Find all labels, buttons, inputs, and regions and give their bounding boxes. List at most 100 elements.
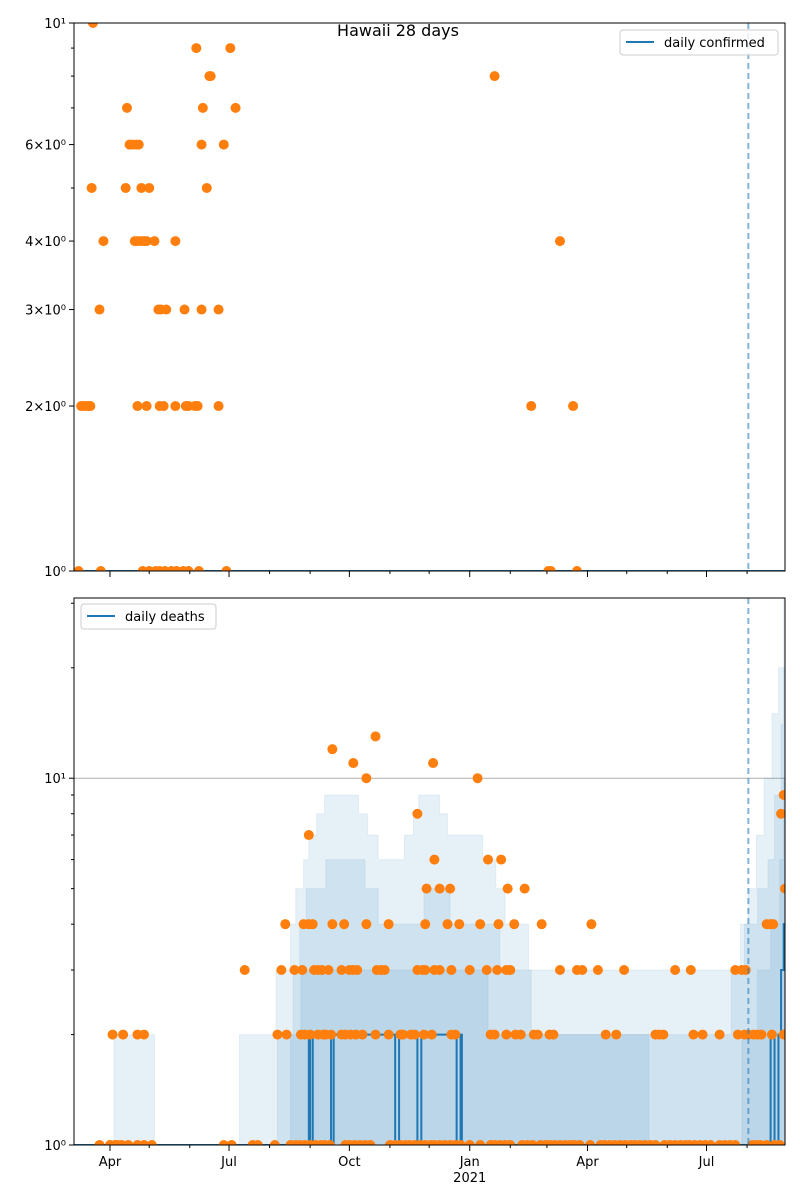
data-point [464, 1140, 475, 1145]
y-tick-label: 10¹ [44, 772, 66, 787]
data-point [428, 758, 439, 769]
y-tick-label: 10¹ [44, 17, 66, 32]
data-point [420, 965, 431, 976]
data-point [133, 139, 144, 150]
data-point [305, 1029, 316, 1040]
data-point [146, 1140, 157, 1145]
y-tick-label: 2×10⁰ [25, 400, 66, 415]
data-point [213, 304, 224, 315]
data-point [492, 965, 503, 976]
data-point [383, 1029, 394, 1040]
data-point [475, 1140, 486, 1145]
data-point [348, 758, 359, 769]
data-point [586, 919, 597, 930]
data-point [379, 965, 390, 976]
data-point [327, 744, 338, 755]
x-tick-label: Jan [459, 1155, 480, 1170]
data-point [611, 1029, 622, 1040]
data-point [272, 1029, 283, 1040]
data-point [132, 401, 143, 412]
data-point [94, 304, 105, 315]
data-point [489, 71, 500, 82]
data-point [658, 1029, 669, 1040]
data-point [269, 1140, 280, 1145]
data-point [141, 401, 152, 412]
data-point [98, 236, 109, 247]
data-point [774, 1140, 785, 1145]
data-point [554, 965, 565, 976]
data-point [420, 919, 431, 930]
data-point [197, 102, 208, 113]
data-point [756, 1029, 767, 1040]
data-point [201, 182, 212, 193]
data-point [509, 919, 520, 930]
data-point [571, 566, 582, 571]
data-point [361, 773, 372, 784]
data-point [600, 1029, 611, 1040]
data-point [446, 965, 457, 976]
data-point [138, 1140, 149, 1145]
data-point [136, 182, 147, 193]
y-tick-label: 3×10⁰ [25, 304, 66, 319]
data-point [123, 1140, 134, 1145]
data-point [585, 1140, 596, 1145]
data-point [324, 1140, 335, 1145]
x-tick-year-label: 2021 [453, 1171, 486, 1186]
data-point [574, 1140, 585, 1145]
data-point [761, 1140, 772, 1145]
data-point [475, 919, 486, 930]
data-point [445, 883, 456, 894]
data-point [74, 566, 84, 571]
data-point [307, 919, 318, 930]
data-point [221, 566, 232, 571]
y-tick-label: 10⁰ [44, 1139, 66, 1154]
data-point [398, 1029, 409, 1040]
data-point [515, 1029, 526, 1040]
data-point [149, 236, 160, 247]
x-tick-label: Jul [698, 1155, 715, 1170]
data-point [289, 965, 300, 976]
data-point [502, 883, 513, 894]
data-point [361, 919, 372, 930]
data-point [303, 830, 314, 841]
data-point [370, 731, 381, 742]
data-point [370, 1029, 381, 1040]
data-point [454, 919, 465, 930]
data-point [472, 773, 483, 784]
x-tick-label: Oct [338, 1155, 360, 1170]
data-point [158, 401, 169, 412]
data-point [161, 304, 172, 315]
data-point [434, 883, 445, 894]
legend-label-deaths: daily deaths [125, 610, 205, 625]
plot-area [74, 23, 785, 571]
data-point [94, 1140, 105, 1145]
data-point [481, 965, 492, 976]
data-line [74, 923, 785, 1145]
data-point [326, 1029, 337, 1040]
data-point [688, 1029, 699, 1040]
data-point [429, 854, 440, 865]
data-point [252, 1140, 263, 1145]
x-tick-label: Jul [220, 1155, 237, 1170]
legend-top: daily confirmed [619, 29, 779, 56]
data-point [697, 1029, 708, 1040]
data-point [230, 102, 241, 113]
data-point [418, 1029, 429, 1040]
data-point [450, 1029, 461, 1040]
data-point [496, 854, 507, 865]
data-point [554, 236, 565, 247]
data-point [545, 566, 556, 571]
data-point [483, 854, 494, 865]
data-point [239, 965, 250, 976]
data-point [519, 883, 530, 894]
data-point [336, 965, 347, 976]
data-point [352, 965, 363, 976]
data-point [191, 43, 202, 54]
data-point [548, 1029, 559, 1040]
plot-area [74, 598, 785, 1145]
data-point [778, 1029, 785, 1040]
data-point [85, 401, 96, 412]
data-point [442, 919, 453, 930]
data-point [619, 965, 630, 976]
